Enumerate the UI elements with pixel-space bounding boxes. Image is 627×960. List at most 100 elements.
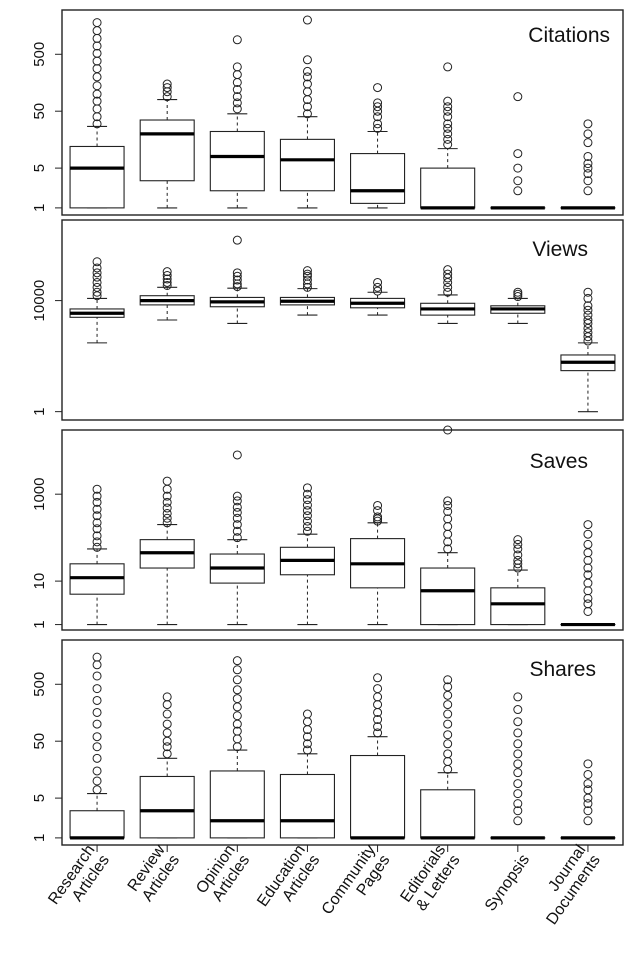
citations-outlier <box>162 83 172 93</box>
shares-outlier <box>583 759 593 769</box>
views-outlier <box>443 287 453 297</box>
saves-outlier <box>92 484 102 494</box>
saves-iqr-box <box>490 587 546 626</box>
shares-box-5 <box>420 675 476 840</box>
citations-outlier <box>302 102 312 112</box>
shares-iqr-box <box>350 754 406 839</box>
citations-outlier <box>162 92 172 102</box>
shares-outlier <box>92 695 102 705</box>
saves-outlier <box>162 508 172 518</box>
citations-outlier <box>443 139 453 149</box>
citations-outlier <box>513 92 523 102</box>
panel-shares-boxes <box>69 652 616 840</box>
saves-outlier <box>232 520 242 530</box>
shares-box-3 <box>279 709 335 839</box>
shares-outlier <box>513 759 523 769</box>
saves-outlier <box>92 518 102 528</box>
shares-outlier <box>373 722 383 732</box>
saves-outlier <box>513 555 523 565</box>
saves-outlier <box>92 491 102 501</box>
views-outlier <box>232 235 242 245</box>
panel-saves-y-axis: 1 10 1000 <box>31 478 62 629</box>
shares-outlier <box>92 707 102 717</box>
saves-outlier <box>232 502 242 512</box>
shares-outlier <box>443 749 453 759</box>
shares-outlier <box>232 734 242 744</box>
shares-outlier <box>162 700 172 710</box>
saves-outlier <box>302 516 312 526</box>
views-outlier <box>583 305 593 315</box>
shares-iqr-box <box>209 770 265 839</box>
shares-y-tick-label: 500 <box>31 672 48 697</box>
saves-outlier <box>162 491 172 501</box>
shares-outlier <box>583 806 593 816</box>
shares-iqr-box <box>420 789 476 839</box>
saves-outlier <box>302 511 312 521</box>
shares-outlier <box>443 700 453 710</box>
saves-outlier <box>583 570 593 580</box>
citations-outlier <box>302 55 312 65</box>
citations-outlier <box>232 92 242 102</box>
citations-outlier <box>513 186 523 196</box>
panel-shares-title: Shares <box>529 658 596 681</box>
shares-outlier <box>232 665 242 675</box>
views-outlier <box>232 275 242 285</box>
shares-outlier <box>443 690 453 700</box>
saves-box-2 <box>209 450 265 626</box>
saves-outlier <box>232 513 242 523</box>
citations-outlier <box>373 119 383 129</box>
citations-outlier <box>583 169 593 179</box>
citations-outlier <box>443 123 453 133</box>
shares-outlier <box>232 711 242 721</box>
saves-box-6 <box>490 535 546 626</box>
shares-outlier <box>92 652 102 662</box>
citations-iqr-box <box>350 153 406 204</box>
saves-outlier <box>373 506 383 516</box>
views-outlier <box>302 269 312 279</box>
saves-box-5 <box>420 425 476 626</box>
panel-saves: Saves 1 10 1000 <box>31 425 624 631</box>
citations-iqr-box <box>420 167 476 209</box>
views-y-tick-label: 10000 <box>31 280 48 322</box>
shares-outlier <box>373 692 383 702</box>
saves-outlier <box>302 495 312 505</box>
views-outlier <box>162 271 172 281</box>
shares-iqr-box <box>279 773 335 839</box>
citations-outlier <box>443 102 453 112</box>
shares-box-4 <box>350 673 406 840</box>
category-label-5: Editorials& Letters <box>398 842 464 916</box>
views-outlier <box>302 266 312 276</box>
citations-outlier <box>232 85 242 95</box>
views-outlier <box>443 282 453 292</box>
shares-outlier <box>513 717 523 727</box>
citations-outlier <box>443 112 453 122</box>
panel-views-boxes <box>69 235 616 413</box>
views-outlier <box>302 282 312 292</box>
shares-outlier <box>583 793 593 803</box>
shares-outlier <box>373 673 383 683</box>
views-y-tick-label: 1 <box>31 407 48 415</box>
citations-box-7 <box>560 119 616 210</box>
views-outlier <box>232 282 242 292</box>
views-outlier <box>373 277 383 287</box>
citations-y-tick-label: 500 <box>31 42 48 67</box>
panel-views: Views 1 10000 <box>31 219 624 421</box>
citations-outlier <box>302 79 312 89</box>
panel-citations-title: Citations <box>528 24 610 47</box>
views-outlier <box>583 315 593 325</box>
saves-iqr-box <box>420 567 476 626</box>
citations-outlier <box>443 129 453 139</box>
saves-outlier <box>302 526 312 536</box>
views-outlier <box>373 286 383 296</box>
shares-outlier <box>373 715 383 725</box>
citations-iqr-box <box>139 119 195 182</box>
category-axis: ResearchArticles ReviewArticles OpinionArt… <box>45 842 603 928</box>
shares-outlier <box>583 799 593 809</box>
views-outlier <box>583 328 593 338</box>
citations-outlier <box>583 186 593 196</box>
saves-outlier <box>373 500 383 510</box>
views-outlier <box>513 292 523 302</box>
saves-outlier <box>302 500 312 510</box>
saves-outlier <box>302 483 312 493</box>
